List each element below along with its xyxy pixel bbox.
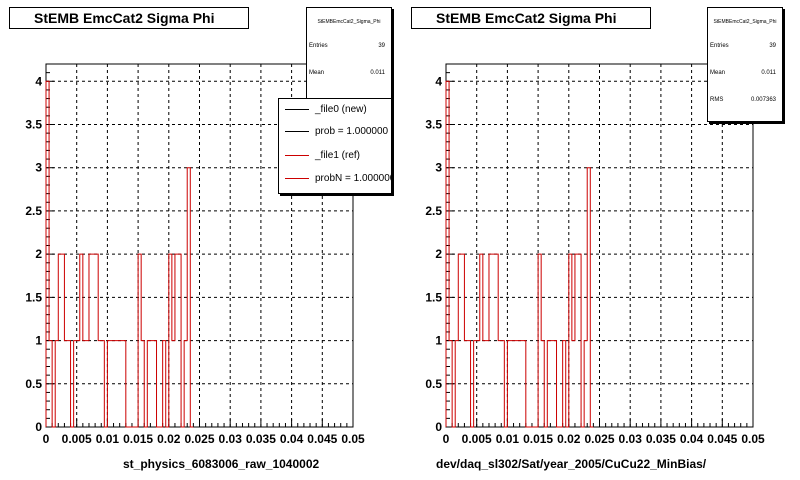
left-stats-mean-value: 0.011 xyxy=(370,70,385,76)
legend-entry-file1: _file1 (ref) xyxy=(279,149,391,163)
right-stats-box: StEMBEmcCat2_Sigma_Phi Entries 39 Mean 0… xyxy=(707,7,783,122)
left-x-tick-label: 0.035 xyxy=(246,432,276,446)
right-stats-rms-label: RMS xyxy=(710,97,724,103)
left-x-tick-label: 0.05 xyxy=(341,432,365,446)
right-y-tick-label: 0 xyxy=(435,420,442,434)
right-y-tick-label: 1 xyxy=(435,334,442,348)
left-stats-name: StEMBEmcCat2_Sigma_Phi xyxy=(317,19,381,25)
right-y-tick-label: 2 xyxy=(435,247,442,261)
legend-swatch-probn xyxy=(285,178,309,179)
left-stats-entries-row: Entries 39 xyxy=(307,43,391,49)
left-stats-entries-label: Entries xyxy=(309,43,328,49)
left-y-tick-label: 2 xyxy=(35,247,42,261)
right-stats-entries-value: 39 xyxy=(769,43,776,49)
left-plot-title: StEMB EmcCat2 Sigma Phi xyxy=(9,7,249,29)
legend-entry-file0: _file0 (new) xyxy=(279,103,391,117)
right-y-tick-label: 3.5 xyxy=(425,118,442,132)
right-y-tick-label: 3 xyxy=(435,161,442,175)
right-y-tick-label: 4 xyxy=(435,74,442,88)
left-histogram-series-0 xyxy=(45,80,194,428)
right-y-tick-label: 1.5 xyxy=(425,290,442,304)
right-x-tick-label: 0.03 xyxy=(619,432,643,446)
right-x-tick-label: 0.025 xyxy=(584,432,614,446)
legend-label-file0: _file0 (new) xyxy=(315,104,367,115)
left-y-tick-label: 1.5 xyxy=(25,290,42,304)
right-stats-mean-value: 0.011 xyxy=(761,70,776,76)
right-x-tick-label: 0.01 xyxy=(496,432,520,446)
right-stats-entries-row: Entries 39 xyxy=(708,43,782,49)
legend-swatch-file0 xyxy=(285,109,309,110)
left-x-tick-label: 0.01 xyxy=(96,432,120,446)
right-stats-name: StEMBEmcCat2_Sigma_Phi xyxy=(713,19,777,25)
right-x-tick-label: 0.015 xyxy=(523,432,553,446)
right-x-tick-label: 0.05 xyxy=(741,432,765,446)
left-x-tick-label: 0.04 xyxy=(280,432,304,446)
left-x-tick-label: 0.045 xyxy=(307,432,337,446)
left-y-tick-label: 3 xyxy=(35,161,42,175)
right-histogram-series-0 xyxy=(445,80,594,428)
legend-label-probn: probN = 1.000000 xyxy=(315,173,392,184)
right-x-tick-label: 0 xyxy=(443,432,450,446)
left-x-tick-label: 0.02 xyxy=(157,432,181,446)
legend-swatch-prob xyxy=(285,131,309,132)
legend-swatch-file1 xyxy=(285,155,309,156)
left-stats-mean-label: Mean xyxy=(309,70,325,76)
right-stats-rms-value: 0.007363 xyxy=(750,97,776,103)
left-x-tick-label: 0.03 xyxy=(219,432,243,446)
right-x-tick-label: 0.02 xyxy=(557,432,581,446)
right-x-tick-label: 0.035 xyxy=(646,432,676,446)
right-x-tick-label: 0.005 xyxy=(462,432,492,446)
left-stats-box: StEMBEmcCat2_Sigma_Phi Entries 39 Mean 0… xyxy=(306,7,392,100)
left-y-tick-label: 2.5 xyxy=(25,204,42,218)
left-stats-entries-value: 39 xyxy=(378,43,385,49)
right-x-tick-label: 0.045 xyxy=(707,432,737,446)
left-y-tick-label: 0.5 xyxy=(25,377,42,391)
legend-label-file1: _file1 (ref) xyxy=(315,150,361,161)
left-x-tick-label: 0.005 xyxy=(62,432,92,446)
right-stats-entries-label: Entries xyxy=(710,43,729,49)
left-stats-mean-row: Mean 0.011 xyxy=(307,70,391,76)
right-y-tick-label: 2.5 xyxy=(425,204,442,218)
left-y-tick-label: 0 xyxy=(35,420,42,434)
legend-entry-prob: prob = 1.000000 xyxy=(279,125,391,139)
right-stats-rms-row: RMS 0.007363 xyxy=(708,97,782,103)
right-stats-mean-row: Mean 0.011 xyxy=(708,70,782,76)
left-x-tick-label: 0.025 xyxy=(184,432,214,446)
left-y-tick-label: 3.5 xyxy=(25,118,42,132)
left-x-axis-label: st_physics_6083006_raw_1040002 xyxy=(123,457,320,471)
right-x-axis-label: dev/daq_sl302/Sat/year_2005/CuCu22_MinBi… xyxy=(436,457,707,471)
right-histogram-plot: 0 0.005 0.01 0.015 0.02 0.025 0.03 0.035 0.04 0.0… xyxy=(425,63,765,446)
right-x-tick-label: 0.04 xyxy=(680,432,704,446)
left-x-tick-label: 0.015 xyxy=(123,432,153,446)
legend-entry-probn: probN = 1.000000 xyxy=(279,172,392,186)
right-y-tick-label: 0.5 xyxy=(425,377,442,391)
left-y-tick-label: 1 xyxy=(35,334,42,348)
legend-label-prob: prob = 1.000000 xyxy=(315,126,389,137)
left-legend: _file0 (new) prob = 1.000000 _file1 (ref… xyxy=(278,98,392,194)
left-y-tick-label: 4 xyxy=(35,74,42,88)
left-x-tick-label: 0 xyxy=(43,432,50,446)
right-stats-mean-label: Mean xyxy=(710,70,726,76)
right-plot-title: StEMB EmcCat2 Sigma Phi xyxy=(411,7,651,29)
